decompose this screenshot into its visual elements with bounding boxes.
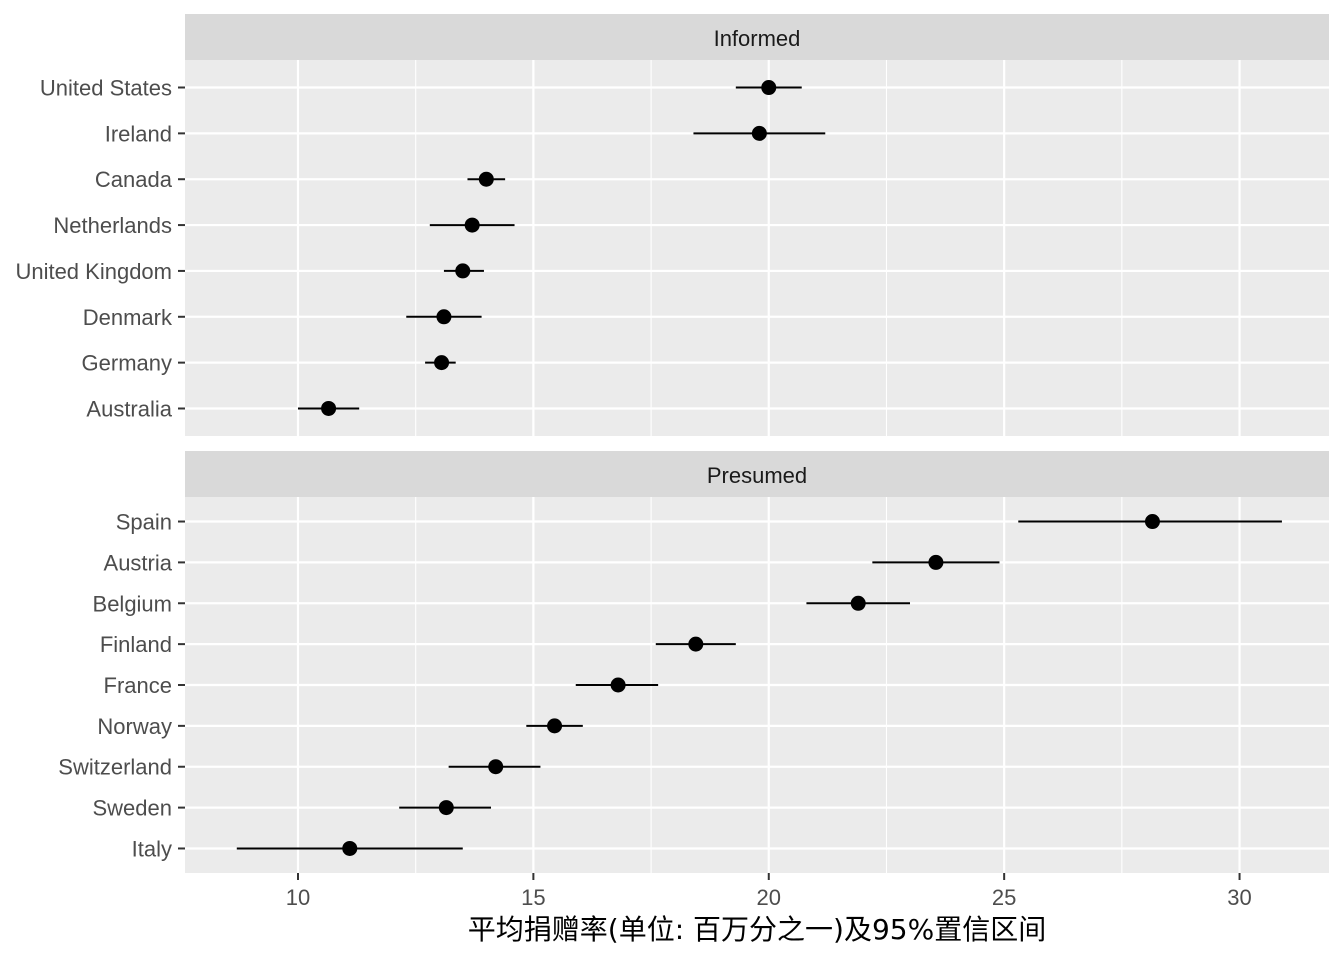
y-tick-label: Norway bbox=[97, 714, 172, 739]
strip-label-informed: Informed bbox=[714, 26, 801, 51]
data-point bbox=[547, 718, 563, 734]
data-point bbox=[850, 595, 866, 611]
data-point bbox=[761, 80, 777, 96]
data-point bbox=[436, 309, 452, 325]
x-tick-label: 25 bbox=[992, 885, 1016, 910]
y-tick-label: Austria bbox=[104, 550, 173, 575]
data-point bbox=[488, 759, 504, 775]
data-point bbox=[342, 840, 358, 856]
y-tick-label: France bbox=[104, 673, 172, 698]
data-point bbox=[1144, 514, 1160, 530]
y-tick-label: Spain bbox=[116, 510, 172, 535]
x-axis-title: 平均捐赠率(单位: 百万分之一)及95%置信区间 bbox=[468, 913, 1046, 946]
y-tick-label: Ireland bbox=[105, 121, 172, 146]
data-point bbox=[610, 677, 626, 693]
y-tick-label: Canada bbox=[95, 167, 173, 192]
x-tick-label: 30 bbox=[1227, 885, 1251, 910]
data-point bbox=[434, 355, 450, 371]
data-point bbox=[438, 800, 454, 816]
data-point bbox=[478, 171, 494, 187]
data-point bbox=[321, 400, 337, 416]
strip-background-informed bbox=[185, 14, 1329, 60]
y-tick-label: Denmark bbox=[83, 305, 173, 330]
data-point bbox=[455, 263, 471, 279]
panel-background-informed bbox=[185, 60, 1329, 436]
data-point bbox=[688, 636, 704, 652]
y-tick-label: Finland bbox=[100, 632, 172, 657]
y-tick-label: Germany bbox=[82, 351, 172, 376]
panel-informed: Informed United States Ireland Canada Nethe… bbox=[15, 14, 1329, 436]
y-tick-label: United States bbox=[40, 76, 172, 101]
data-point bbox=[928, 554, 944, 570]
x-tick-label: 20 bbox=[757, 885, 781, 910]
y-tick-label: Switzerland bbox=[58, 755, 172, 780]
data-point bbox=[464, 217, 480, 233]
x-axis: 10 15 20 25 30 bbox=[286, 873, 1252, 910]
x-tick-label: 15 bbox=[521, 885, 545, 910]
y-tick-label: Belgium bbox=[93, 591, 172, 616]
y-tick-label: Netherlands bbox=[53, 213, 172, 238]
x-tick-label: 10 bbox=[286, 885, 310, 910]
panel-presumed: Presumed Spain Austria Belgium Finland Franc… bbox=[58, 451, 1329, 873]
y-tick-label: Australia bbox=[86, 396, 172, 421]
y-tick-label: United Kingdom bbox=[15, 259, 172, 284]
strip-background-presumed bbox=[185, 451, 1329, 497]
strip-label-presumed: Presumed bbox=[707, 463, 807, 488]
y-tick-label: Italy bbox=[132, 836, 172, 861]
data-point bbox=[751, 125, 767, 141]
y-tick-label: Sweden bbox=[92, 796, 172, 821]
